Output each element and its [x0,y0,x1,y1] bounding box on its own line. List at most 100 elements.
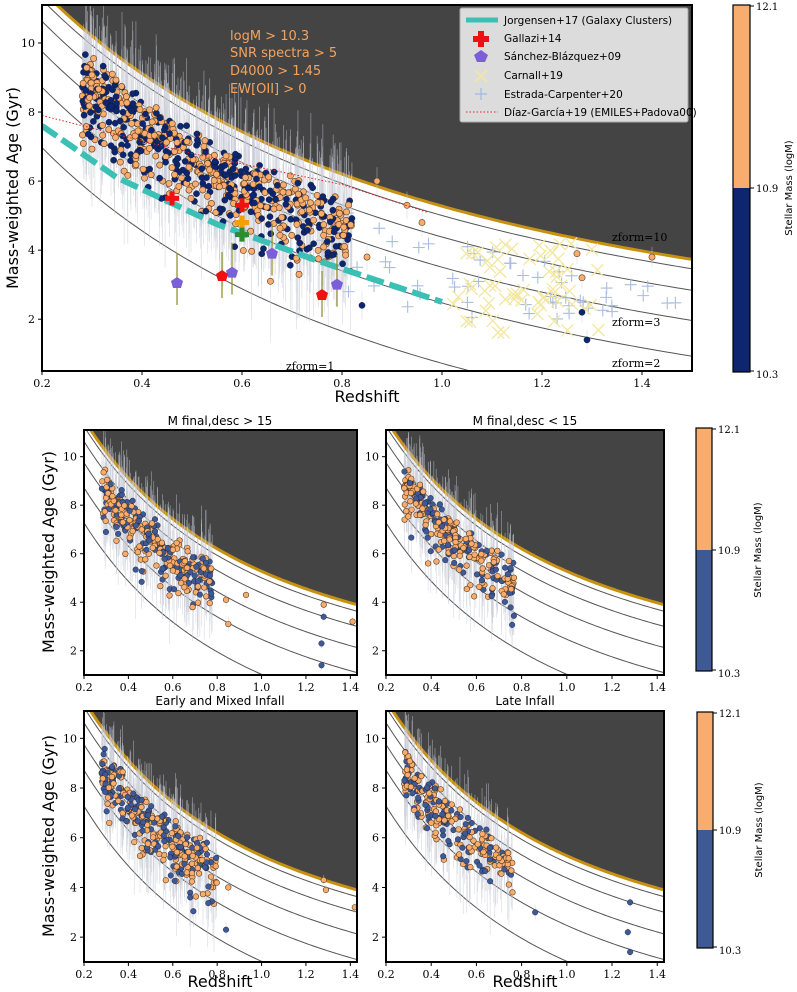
mfinal_lt-point-low-mass [442,557,449,564]
colorbar-tick-min: 10.3 [756,370,778,381]
colorbar-middle: 12.1 10.9 10.3 Stellar Mass (logM) [695,425,764,680]
carnall-marker [497,325,511,339]
main-point-low-mass [251,199,258,207]
mfinal_gt-point-high-mass [149,544,156,552]
mfinal_gt-point-high-mass [156,549,163,557]
early-point-low-mass [204,851,211,858]
early-point-high-mass [181,853,188,860]
mfinal_gt-point-low-mass [138,568,145,575]
sanchez-marker [171,276,183,288]
main-point-high-mass [345,201,352,209]
carnall-marker [460,314,473,328]
late-point-high-mass [479,830,486,838]
early-point-high-mass [128,812,136,819]
main-point-low-mass [286,261,294,269]
early-point-high-mass [173,849,181,856]
main-point-low-mass [270,168,278,176]
mfinal_gt-point-low-mass [118,487,125,494]
late-point-low-mass [440,853,447,860]
main-point-low-mass [116,117,124,125]
mfinal_gt-point-high-mass [181,584,188,591]
legend-gallazzi: Gallazi+14 [504,33,562,45]
early-point-high-mass [199,891,207,898]
early-point-high-mass [320,876,327,884]
late-point-low-mass [627,899,634,906]
main-point-low-mass [85,130,92,138]
main-point-high-mass [278,213,286,221]
early-point-low-mass [130,790,137,797]
late-point-low-mass [486,856,493,863]
main-point-low-mass [194,136,201,144]
main-point-high-mass [136,106,144,114]
main-point-low-mass [183,169,191,177]
mfinal_lt-point-high-mass [433,558,440,565]
mfinal_lt-point-low-mass [479,577,486,584]
colorbar-label: Stellar Mass (logM) [784,140,795,236]
main-point-low-mass [107,102,115,110]
late-point-high-mass [495,854,503,861]
early-point-high-mass [104,794,112,801]
mfinal_gt-point-high-mass [184,564,191,571]
main-point-high-mass [306,199,314,207]
main-point-low-mass [95,106,102,114]
mfinal_lt-point-high-mass [478,557,485,564]
panel-title-mfinal-lt: M final,desc < 15 [473,414,578,428]
main-point-high-mass [293,220,301,228]
late-point-low-mass [462,821,469,828]
early-point-high-mass [105,784,113,791]
main-point-high-mass [148,118,156,126]
mfinal_gt-point-high-mass [203,593,210,600]
main-point-high-mass [165,180,173,187]
main-point-low-mass [177,122,184,130]
late-point-high-mass [411,775,418,782]
mfinal_gt-point-high-mass [136,543,143,550]
early-point-high-mass [150,834,157,841]
main-point-low-mass [124,142,131,149]
mfinal_lt-point-high-mass [508,586,515,593]
main-point-high-mass [150,131,158,139]
late-point-high-mass [456,851,463,858]
mfinal_gt-point-low-mass [159,565,166,572]
early-point-low-mass [160,832,167,839]
estrada-carpenter-marker [373,222,386,235]
mfinal_gt-point-high-mass [169,546,177,553]
mfinal_lt-point-low-mass [510,612,517,619]
carnall-marker [547,314,561,328]
main-point-low-mass [310,240,317,248]
late-point-low-mass [476,825,483,832]
mfinal_lt-point-low-mass [492,566,499,573]
legend-jorgensen: Jorgensen+17 (Galaxy Clusters) [503,15,672,27]
late-point-high-mass [480,848,487,856]
cb3-label: Stellar Mass (logM) [754,782,765,878]
main-xtick-label: 1.4 [633,377,651,390]
mfinal_lt-point-low-mass [502,564,509,571]
mfinal_gt-point-high-mass [118,511,125,518]
mfinal_gt-xtick-label: 0.2 [75,681,93,694]
main-point-high-mass [124,171,132,179]
main-point-high-mass [204,160,212,167]
mfinal_gt-point-high-mass [122,550,129,557]
mfinal_gt-point-high-mass [112,507,119,514]
mfinal_gt-point-high-mass [181,558,189,565]
main-point-low-mass [324,238,331,245]
late-point-low-mass [435,798,442,805]
mfinal_gt-point-high-mass [320,601,327,608]
mfinal_gt-point-low-mass [195,578,202,585]
zform-label-1: zform=1 [286,360,334,373]
late-point-high-mass [441,797,449,805]
late-point-low-mass [463,858,470,865]
main-point-high-mass [173,139,181,146]
mfinal_lt-point-low-mass [451,547,458,554]
mfinal_gt-point-high-mass [201,584,208,591]
main-point-low-mass [256,183,263,190]
main-xtick-label: 0.8 [333,377,351,390]
main-point-low-mass [119,151,127,159]
mfinal_lt-point-high-mass [446,518,454,525]
main-point-low-mass [258,215,265,222]
carnall-marker [564,237,578,250]
mfinal_lt-point-high-mass [416,481,424,488]
mfinal_gt-point-high-mass [100,469,107,476]
early-point-high-mass [193,844,201,852]
